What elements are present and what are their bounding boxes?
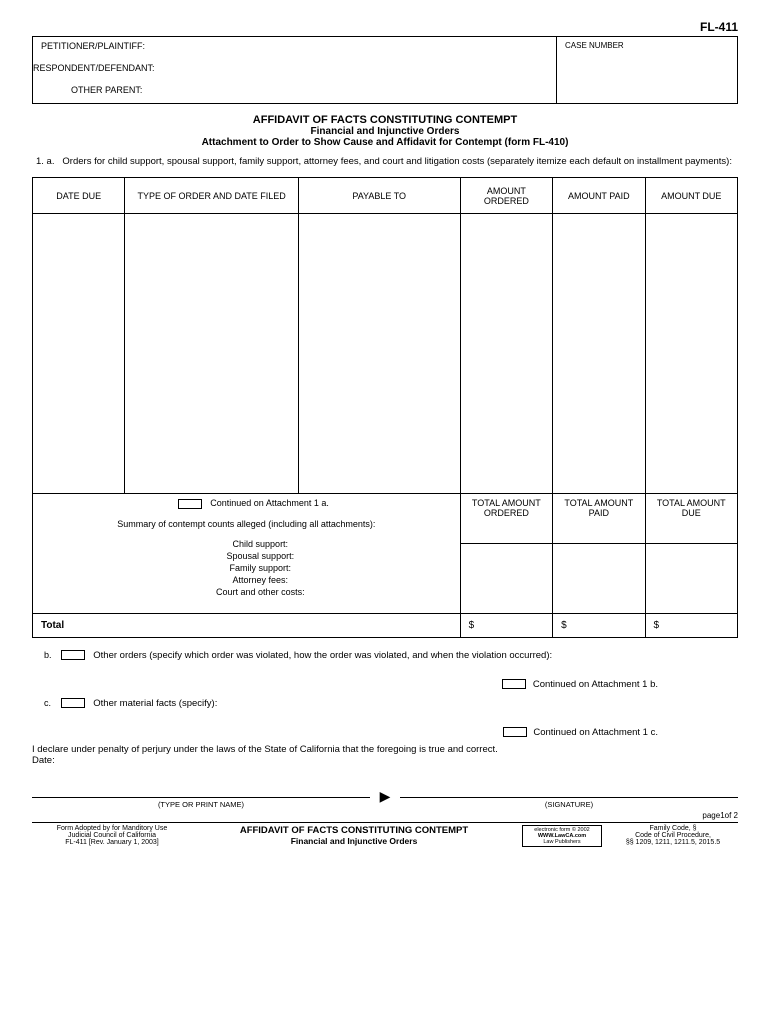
- case-number-section: CASE NUMBER: [557, 37, 737, 103]
- declaration-text: I declare under penalty of perjury under…: [32, 744, 738, 755]
- title-sub2: Attachment to Order to Show Cause and Af…: [32, 137, 738, 148]
- respondent-label: RESPONDENT/DEFENDANT:: [33, 63, 548, 73]
- instruction-1a: 1. a. Orders for child support, spousal …: [32, 156, 738, 167]
- summary-spousal: Spousal support:: [65, 551, 456, 561]
- declaration-block: I declare under penalty of perjury under…: [32, 744, 738, 766]
- cell-type[interactable]: [125, 214, 298, 494]
- continued-1b-text: Continued on Attachment 1 b.: [533, 679, 658, 690]
- case-header-box: PETITIONER/PLAINTIFF: RESPONDENT/DEFENDA…: [32, 36, 738, 104]
- case-number-label: CASE NUMBER: [565, 41, 729, 50]
- instruction-number: 1. a.: [36, 156, 55, 167]
- title-block: AFFIDAVIT OF FACTS CONSTITUTING CONTEMPT…: [32, 114, 738, 148]
- cell-due[interactable]: [645, 214, 737, 494]
- form-number: FL-411: [32, 20, 738, 34]
- total-row: Total $ $ $: [33, 614, 738, 638]
- orders-table: DATE DUE TYPE OF ORDER AND DATE FILED PA…: [32, 177, 738, 638]
- cell-paid[interactable]: [553, 214, 645, 494]
- footer-sub: Financial and Injunctive Orders: [192, 836, 516, 846]
- table-header-row: DATE DUE TYPE OF ORDER AND DATE FILED PA…: [33, 178, 738, 214]
- continued-1c: Continued on Attachment 1 c.: [32, 727, 738, 738]
- page-number: page1of 2: [32, 811, 738, 820]
- footer-center: AFFIDAVIT OF FACTS CONSTITUTING CONTEMPT…: [192, 825, 516, 847]
- table-body-row: [33, 214, 738, 494]
- name-line[interactable]: (TYPE OR PRINT NAME): [32, 797, 370, 809]
- summary-cell: Continued on Attachment 1 a. Summary of …: [33, 494, 461, 614]
- total-dollar-due: $: [645, 614, 737, 638]
- continued-1a-text: Continued on Attachment 1 a.: [210, 498, 329, 508]
- item-b-text: Other orders (specify which order was vi…: [93, 650, 552, 661]
- total-ordered-value[interactable]: [460, 544, 552, 614]
- col-type-order: TYPE OF ORDER AND DATE FILED: [125, 178, 298, 214]
- summary-child: Child support:: [65, 539, 456, 549]
- checkbox-continued-1c[interactable]: [503, 727, 527, 737]
- item-b-label: b.: [44, 650, 58, 660]
- total-due-label: TOTAL AMOUNT DUE: [645, 494, 737, 544]
- footer-left: Form Adopted by for Manditory Use Judici…: [32, 825, 192, 847]
- item-c-label: c.: [44, 698, 58, 708]
- below-table-section: b. Other orders (specify which order was…: [32, 650, 738, 820]
- summary-family: Family support:: [65, 563, 456, 573]
- footer-right: Family Code, § Code of Civil Procedure, …: [608, 825, 738, 847]
- summary-row: Continued on Attachment 1 a. Summary of …: [33, 494, 738, 544]
- col-amount-paid: AMOUNT PAID: [553, 178, 645, 214]
- total-dollar-paid: $: [553, 614, 645, 638]
- footer-adopted: Form Adopted by for Manditory Use: [32, 825, 192, 832]
- petitioner-label: PETITIONER/PLAINTIFF:: [41, 41, 548, 51]
- parties-section: PETITIONER/PLAINTIFF: RESPONDENT/DEFENDA…: [33, 37, 557, 103]
- col-amount-ordered: AMOUNT ORDERED: [460, 178, 552, 214]
- summary-intro: Summary of contempt counts alleged (incl…: [37, 519, 456, 529]
- footer: Form Adopted by for Manditory Use Judici…: [32, 822, 738, 847]
- summary-court: Court and other costs:: [65, 587, 456, 597]
- other-parent-label: OTHER PARENT:: [41, 85, 548, 95]
- summary-attorney: Attorney fees:: [65, 575, 456, 585]
- item-c-text: Other material facts (specify):: [93, 698, 217, 709]
- total-label: Total: [33, 614, 461, 638]
- col-amount-due: AMOUNT DUE: [645, 178, 737, 214]
- footer-code1: Family Code, §: [608, 825, 738, 832]
- total-paid-label: TOTAL AMOUNT PAID: [553, 494, 645, 544]
- arrow-icon: ▶: [370, 788, 400, 805]
- cell-payable[interactable]: [298, 214, 460, 494]
- footer-council: Judicial Council of California: [32, 832, 192, 839]
- title-main: AFFIDAVIT OF FACTS CONSTITUTING CONTEMPT: [32, 114, 738, 126]
- footer-rev: FL-411 [Rev. January 1, 2003]: [32, 839, 192, 846]
- footer-title: AFFIDAVIT OF FACTS CONSTITUTING CONTEMPT: [192, 825, 516, 836]
- total-due-value[interactable]: [645, 544, 737, 614]
- total-dollar-ordered: $: [460, 614, 552, 638]
- total-paid-value[interactable]: [553, 544, 645, 614]
- signature-area: (TYPE OR PRINT NAME) ▶ (SIGNATURE): [32, 792, 738, 809]
- col-date-due: DATE DUE: [33, 178, 125, 214]
- cell-date[interactable]: [33, 214, 125, 494]
- footer-code3: §§ 1209, 1211, 1211.5, 2015.5: [608, 839, 738, 846]
- footer-code2: Code of Civil Procedure,: [608, 832, 738, 839]
- checkbox-continued-1a[interactable]: [178, 499, 202, 509]
- total-ordered-label: TOTAL AMOUNT ORDERED: [460, 494, 552, 544]
- checkbox-item-b[interactable]: [61, 650, 85, 660]
- cell-ordered[interactable]: [460, 214, 552, 494]
- instruction-text: Orders for child support, spousal suppor…: [62, 156, 732, 167]
- date-label: Date:: [32, 755, 738, 766]
- summary-list: Child support: Spousal support: Family s…: [37, 539, 456, 597]
- title-sub1: Financial and Injunctive Orders: [32, 126, 738, 137]
- signature-line[interactable]: (SIGNATURE): [400, 797, 738, 809]
- stamp-line3: Law Publishers: [524, 839, 600, 845]
- item-b-row: b. Other orders (specify which order was…: [44, 650, 738, 661]
- item-c-row: c. Other material facts (specify):: [44, 698, 738, 709]
- checkbox-item-c[interactable]: [61, 698, 85, 708]
- continued-1c-text: Continued on Attachment 1 c.: [533, 727, 658, 738]
- checkbox-continued-1b[interactable]: [502, 679, 526, 689]
- col-payable-to: PAYABLE TO: [298, 178, 460, 214]
- continued-1b: Continued on Attachment 1 b.: [32, 679, 738, 690]
- footer-stamp: electronic form © 2002 WWW.LawCA.com Law…: [522, 825, 602, 847]
